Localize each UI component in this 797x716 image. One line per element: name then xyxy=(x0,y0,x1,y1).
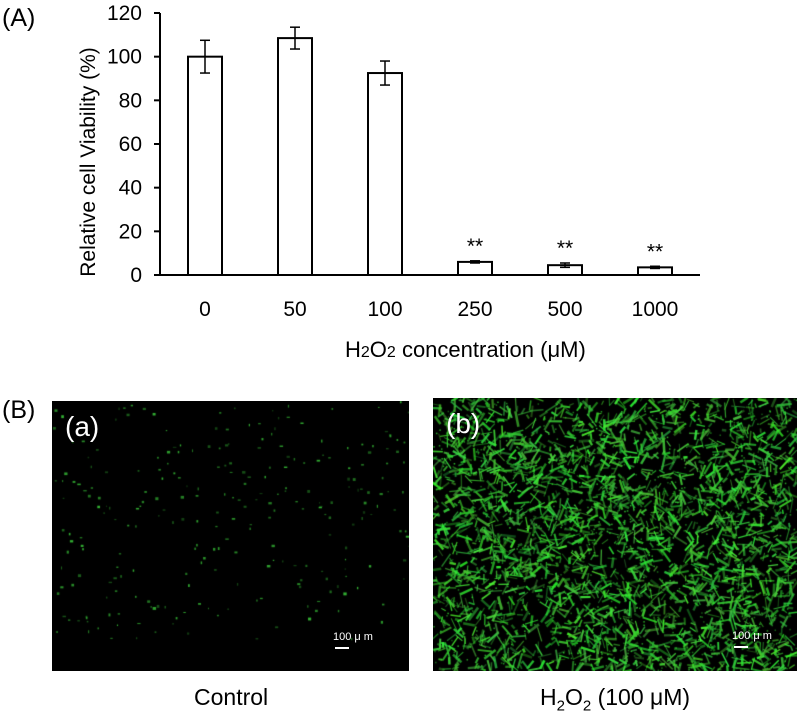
scale-bar-b: 100 μ m xyxy=(732,631,772,642)
x-tick-label: 50 xyxy=(283,298,306,321)
x-tick-label: 1000 xyxy=(632,298,679,321)
x-axis-label: H2O2 concentration (μM) xyxy=(345,337,586,362)
significance-label: ** xyxy=(557,237,573,260)
micrograph-b-label: (b) xyxy=(446,408,481,439)
scale-bar-a: 100 μ m xyxy=(333,632,373,643)
y-tick-label: 60 xyxy=(119,133,142,156)
micrograph-a-label: (a) xyxy=(65,411,100,442)
y-tick-label: 80 xyxy=(119,89,142,112)
bar xyxy=(457,260,493,276)
caption-h2o2: H2O2 (100 μM) xyxy=(540,684,691,715)
y-axis-label: Relative cell Viability (%) xyxy=(77,47,100,277)
y-tick-label: 20 xyxy=(119,220,142,243)
panel-b-label: (B) xyxy=(2,396,36,424)
scale-bar-line-b xyxy=(734,646,748,648)
y-tick-label: 100 xyxy=(107,46,142,69)
x-tick-label: 0 xyxy=(199,298,211,321)
h2o2-micrograph: (b) 100 μ m xyxy=(433,398,797,671)
scale-text-b: 100 μ m xyxy=(732,630,772,642)
scale-text-a: 100 μ m xyxy=(333,631,373,643)
x-tick-label: 250 xyxy=(457,298,492,321)
bar xyxy=(187,55,223,276)
scale-bar-line-a xyxy=(335,647,349,649)
bar xyxy=(367,72,403,276)
h2o2-fluorescence-image xyxy=(433,398,797,671)
bar xyxy=(277,37,313,276)
significance-label: ** xyxy=(467,235,483,258)
y-tick-label: 0 xyxy=(130,264,142,287)
x-tick-label: 500 xyxy=(547,298,582,321)
x-tick-label: 100 xyxy=(367,298,402,321)
y-tick-label: 120 xyxy=(107,2,142,25)
panel-a-label: (A) xyxy=(2,4,36,32)
caption-control: Control xyxy=(194,684,269,710)
viability-bar-chart: 0 20 40 60 80 100 120 0 50 100 ** 250 ** 500 ** 1000 Re… xyxy=(77,2,700,321)
control-micrograph: (a) 100 μ m xyxy=(52,401,409,671)
y-tick-label: 40 xyxy=(119,177,142,200)
significance-label: ** xyxy=(647,240,663,263)
control-fluorescence-image xyxy=(52,401,409,671)
